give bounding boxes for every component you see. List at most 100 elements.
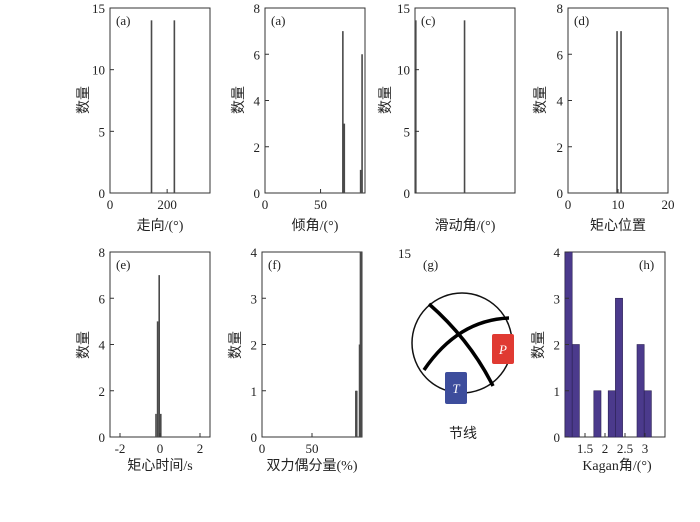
y-tick-label: 0 [99, 430, 106, 445]
nodal-line-2 [422, 316, 510, 371]
panel-c-rake: (c) 0 5 10 15 滑动角/(°) 数量 [378, 1, 516, 234]
histogram-bar [358, 344, 361, 437]
x-tick-label: 50 [306, 441, 319, 456]
x-tick-label: 50 [314, 197, 327, 212]
panel-frame [264, 7, 366, 194]
histogram-bar [359, 252, 362, 437]
x-tick-label: 0 [262, 197, 269, 212]
y-tick-label: 8 [557, 1, 564, 16]
panel-tag: (a) [271, 13, 285, 28]
x-axis-label: 滑动角/(°) [435, 217, 496, 234]
panel-f-double-couple: (f) 0 50 0 1 2 3 4 双力偶分量(%) 数量 [228, 245, 363, 474]
histogram-bar [615, 297, 623, 438]
histogram-bar [343, 123, 346, 194]
y-tick-label: 10 [397, 63, 410, 78]
histogram-bar [361, 54, 363, 193]
x-tick-label: 0 [157, 441, 164, 456]
y-tick-label: 0 [557, 186, 564, 201]
histogram-bar [173, 20, 176, 193]
y-tick-label: 5 [404, 124, 411, 139]
y-tick-label: 8 [99, 245, 106, 260]
y-tick-label: 0 [251, 430, 258, 445]
p-axis-box [492, 334, 514, 364]
panel-tag: (a) [116, 13, 130, 28]
x-tick-label: 1.5 [577, 441, 593, 456]
y-tick-label: 4 [99, 338, 106, 353]
histogram-bar [160, 413, 162, 438]
x-axis-label: 双力偶分量(%) [267, 458, 358, 474]
y-axis-label: 数量 [378, 86, 394, 114]
y-tick-label: 6 [99, 291, 106, 306]
x-tick-label: 20 [662, 197, 675, 212]
panel-frame [109, 7, 211, 194]
x-tick-label: 0 [565, 197, 572, 212]
histogram-bar [593, 390, 602, 438]
panel-tag: (f) [268, 257, 281, 272]
y-tick-label: 1 [554, 384, 561, 399]
panel-a-dip: (a) 0 50 0 2 4 6 8 倾角/(°) 数量 [231, 1, 366, 234]
x-tick-label: 0 [259, 441, 266, 456]
y-axis-label: 数量 [533, 86, 549, 114]
t-axis-box [445, 372, 467, 404]
y-tick-label: 2 [254, 140, 261, 155]
panel-tag: (h) [639, 257, 654, 272]
y-tick-label: 15 [397, 1, 410, 16]
x-tick-label: 2 [197, 441, 204, 456]
histogram-bar [463, 20, 466, 193]
histogram-bar [150, 20, 153, 193]
histogram-bar [360, 252, 363, 437]
panel-frame [261, 251, 363, 438]
x-tick-label: 10 [612, 197, 625, 212]
nodal-line-1 [427, 302, 495, 387]
y-tick-label: 4 [254, 94, 261, 109]
histogram-bar [607, 390, 616, 438]
panel-frame [567, 7, 669, 194]
y-axis-label: 数量 [228, 331, 244, 359]
y-tick-label: 0 [554, 430, 561, 445]
histogram-bar [158, 275, 160, 438]
x-axis-label: 倾角/(°) [292, 218, 339, 234]
y-axis-label: 数量 [531, 331, 547, 359]
x-tick-label: 200 [157, 197, 177, 212]
y-tick-label: 3 [251, 291, 258, 306]
y-tick-label: 0 [404, 186, 411, 201]
y-tick-label: 6 [557, 47, 564, 62]
histogram-bar [643, 390, 652, 438]
y-tick-label: 2 [557, 140, 564, 155]
histogram-bar [616, 31, 618, 194]
x-axis-label: 走向/(°) [137, 218, 184, 234]
x-tick-label: 0 [107, 197, 114, 212]
y-tick-label: 2 [251, 338, 258, 353]
histogram-bar [355, 390, 357, 437]
x-tick-label: -2 [115, 441, 126, 456]
x-tick-label: 3 [642, 441, 649, 456]
y-tick-label: 6 [254, 47, 261, 62]
x-axis-label: 矩心时间/s [127, 458, 192, 474]
panel-h-kagan-angle: (h) 1.5 2 2.5 3 0 1 2 3 4 Kagan角/(°) 数量 [531, 245, 666, 474]
y-tick-label: 0 [254, 186, 261, 201]
y-tick-label: 5 [99, 124, 106, 139]
stray-tick-label: 15 [398, 246, 411, 261]
x-axis-label: 矩心位置 [590, 218, 646, 234]
histogram-bar [359, 169, 362, 194]
y-tick-label: 15 [92, 1, 105, 16]
panel-tag: (c) [421, 13, 435, 28]
y-axis-label: 数量 [76, 331, 92, 359]
y-axis-label: 数量 [76, 86, 92, 114]
y-tick-label: 2 [99, 384, 106, 399]
panel-e-centroid-time: (e) -2 0 2 0 2 4 6 8 矩心时间/s 数量 [76, 245, 211, 474]
histogram-bar [156, 321, 159, 438]
histogram-bar [620, 31, 622, 194]
panel-g-nodal-planes: 15 (g) P T 节线 [398, 246, 514, 442]
y-tick-label: 0 [99, 186, 106, 201]
y-axis-label: 数量 [231, 86, 247, 114]
panel-d-centroid-location: (d) 0 10 20 0 2 4 6 8 矩心位置 数量 [533, 1, 675, 234]
y-tick-label: 2 [554, 338, 561, 353]
panel-tag: (e) [116, 257, 130, 272]
y-tick-label: 1 [251, 384, 258, 399]
x-axis-label: Kagan角/(°) [582, 458, 652, 474]
histogram-bar [636, 344, 645, 438]
y-tick-label: 3 [554, 291, 561, 306]
y-tick-label: 10 [92, 63, 105, 78]
